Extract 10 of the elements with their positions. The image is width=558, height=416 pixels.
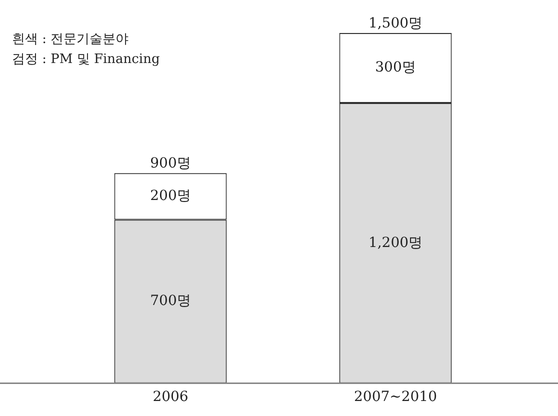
- data-label: 300명: [375, 60, 416, 76]
- data-label: 700명: [150, 293, 191, 310]
- data-label: 200명: [150, 188, 191, 204]
- x-tick-label: 2006: [152, 389, 188, 406]
- x-tick-label: 2007~2010: [354, 389, 437, 406]
- annotation: 흰색 : 전문기술분야: [12, 31, 130, 49]
- data-label: 1,200명: [368, 234, 423, 251]
- total-label: 1,500명: [368, 16, 423, 32]
- annotation: 검정 : PM 및 Financing: [12, 51, 160, 69]
- total-label: 900명: [150, 156, 191, 172]
